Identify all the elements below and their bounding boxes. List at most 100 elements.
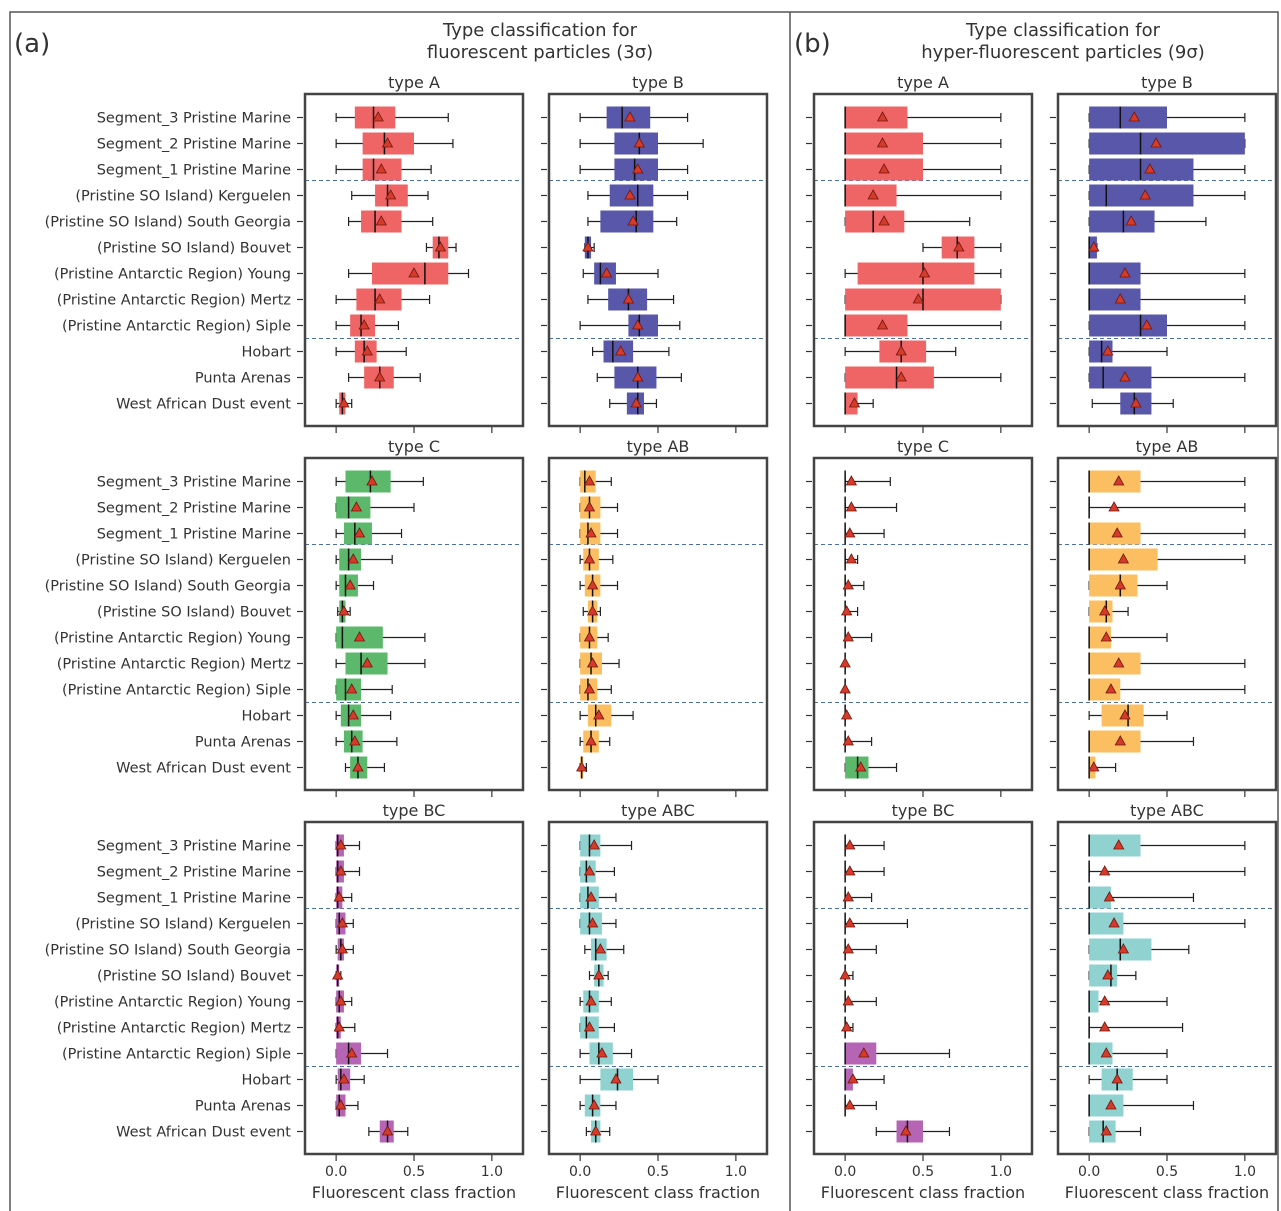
mean-marker-pristine-so-island-bouvet <box>593 969 605 980</box>
subplot-title: type A <box>897 73 949 92</box>
mean-marker-segment-2-pristine-marine <box>1108 501 1120 512</box>
mean-marker-punta-arenas <box>585 735 597 746</box>
row-label-hobart: Hobart <box>241 709 291 725</box>
mean-marker-pristine-antarctic-region-siple <box>346 1047 358 1058</box>
box-hobart <box>1089 340 1113 363</box>
mean-marker-west-african-dust-event <box>630 397 642 408</box>
mean-marker-segment-2-pristine-marine <box>381 137 394 148</box>
row-label-pristine-so-island-kerguelen: (Pristine SO Island) Kerguelen <box>75 189 291 205</box>
row-label-pristine-antarctic-region-young: (Pristine Antarctic Region) Young <box>54 995 291 1011</box>
subplot-b-type-abc: type ABC 0.0 0.5 1.0 Fluorescent class fract… <box>1050 801 1278 1202</box>
mean-marker-segment-1-pristine-marine <box>1144 163 1156 174</box>
box-segment-3-pristine-marine <box>580 834 601 857</box>
x-tick-label: 1.0 <box>1234 1164 1256 1180</box>
subplot-title: type C <box>897 437 949 456</box>
mean-marker-pristine-so-island-kerguelen <box>867 189 879 200</box>
mean-marker-punta-arenas <box>374 371 386 382</box>
mean-marker-west-african-dust-event <box>855 761 867 772</box>
mean-marker-pristine-so-island-kerguelen <box>583 553 596 564</box>
mean-marker-segment-1-pristine-marine <box>375 163 387 174</box>
x-tick-label: 0.5 <box>403 1164 425 1180</box>
row-label-segment-2-pristine-marine: Segment_2 Pristine Marine <box>97 137 291 153</box>
mean-marker-pristine-antarctic-region-mertz <box>622 293 635 304</box>
row-label-punta-arenas: Punta Arenas <box>195 371 291 387</box>
box-west-african-dust-event <box>896 1120 923 1143</box>
x-tick-label: 0.0 <box>325 1164 347 1180</box>
mean-marker-segment-2-pristine-marine <box>583 501 596 512</box>
mean-marker-pristine-antarctic-region-young <box>1100 631 1112 642</box>
mean-marker-punta-arenas <box>844 1099 856 1110</box>
panel-a-label: (a) <box>14 29 50 59</box>
mean-marker-pristine-antarctic-region-siple <box>1105 683 1117 694</box>
row-label-hobart: Hobart <box>241 345 291 361</box>
subplot-title: type A <box>388 73 440 92</box>
subplot-title: type B <box>1141 73 1193 92</box>
box-pristine-antarctic-region-young <box>371 262 449 285</box>
x-tick-label: 0.0 <box>1078 1164 1100 1180</box>
mean-marker-hobart <box>338 1073 350 1084</box>
mean-marker-west-african-dust-event <box>590 1125 602 1136</box>
figure-frame <box>9 11 1279 1211</box>
mean-marker-pristine-so-island-south-georgia <box>586 579 599 590</box>
mean-marker-hobart <box>614 345 627 356</box>
mean-marker-pristine-so-island-kerguelen <box>1108 917 1120 928</box>
mean-marker-pristine-antarctic-region-siple <box>876 319 889 330</box>
box-segment-3-pristine-marine <box>1089 470 1141 493</box>
subplot-frame <box>812 820 1034 1156</box>
row-label-pristine-so-island-bouvet: (Pristine SO Island) Bouvet <box>97 241 291 257</box>
mean-marker-pristine-antarctic-region-mertz <box>374 293 386 304</box>
subplot-a-type-bc: type BC 0.0 0.5 1.0 Fluorescent class fracti… <box>45 801 525 1202</box>
row-label-pristine-antarctic-region-young: (Pristine Antarctic Region) Young <box>54 631 291 647</box>
mean-marker-pristine-so-island-south-georgia <box>375 215 387 226</box>
mean-marker-pristine-antarctic-region-siple <box>839 683 851 694</box>
panel-b-title-line1: Type classification for <box>965 20 1161 41</box>
row-label-pristine-so-island-south-georgia: (Pristine SO Island) South Georgia <box>45 943 291 959</box>
mean-marker-pristine-antarctic-region-siple <box>1100 1047 1112 1058</box>
mean-marker-segment-3-pristine-marine <box>583 475 596 486</box>
subplot-frame <box>1056 92 1278 428</box>
box-pristine-antarctic-region-young <box>1089 262 1141 285</box>
box-pristine-antarctic-region-young <box>1089 626 1111 649</box>
mean-marker-pristine-antarctic-region-siple <box>632 319 644 330</box>
box-pristine-antarctic-region-young <box>857 262 975 285</box>
mean-marker-pristine-so-island-bouvet <box>332 969 344 980</box>
box-hobart <box>845 1068 853 1091</box>
row-label-segment-1-pristine-marine: Segment_1 Pristine Marine <box>97 527 291 543</box>
row-label-pristine-antarctic-region-siple: (Pristine Antarctic Region) Siple <box>62 319 291 335</box>
mean-marker-pristine-antarctic-region-mertz <box>583 1021 596 1032</box>
row-label-west-african-dust-event: West African Dust event <box>116 761 291 777</box>
box-west-african-dust-event <box>1089 1120 1116 1143</box>
box-punta-arenas <box>1089 366 1152 389</box>
mean-marker-pristine-so-island-south-georgia <box>842 943 854 954</box>
mean-marker-pristine-so-island-kerguelen <box>844 917 856 928</box>
box-pristine-so-island-south-georgia <box>1089 210 1155 233</box>
row-label-pristine-antarctic-region-siple: (Pristine Antarctic Region) Siple <box>62 1047 291 1063</box>
mean-marker-segment-3-pristine-marine <box>876 111 889 122</box>
mean-marker-pristine-so-island-bouvet <box>586 605 599 616</box>
box-pristine-antarctic-region-mertz <box>1089 652 1141 675</box>
mean-marker-pristine-so-island-south-georgia <box>1125 215 1137 226</box>
subplot-title: type AB <box>1136 437 1199 456</box>
mean-marker-hobart <box>593 709 605 720</box>
mean-marker-segment-3-pristine-marine <box>372 111 384 122</box>
x-tick-label: 0.5 <box>912 1164 934 1180</box>
subplot-frame <box>547 820 769 1156</box>
mean-marker-pristine-so-island-bouvet <box>1088 241 1100 252</box>
mean-marker-pristine-antarctic-region-young <box>585 995 597 1006</box>
mean-marker-segment-1-pristine-marine <box>878 163 890 174</box>
x-tick-label: 1.0 <box>990 1164 1012 1180</box>
x-axis-label: Fluorescent class fraction <box>1065 1183 1269 1202</box>
row-label-pristine-antarctic-region-mertz: (Pristine Antarctic Region) Mertz <box>57 1021 291 1037</box>
mean-marker-pristine-so-island-south-georgia <box>1114 579 1126 590</box>
row-label-pristine-so-island-kerguelen: (Pristine SO Island) Kerguelen <box>75 553 291 569</box>
mean-marker-pristine-so-island-kerguelen <box>845 553 858 564</box>
box-pristine-so-island-south-georgia <box>1089 574 1138 597</box>
mean-marker-hobart <box>361 345 373 356</box>
row-label-segment-1-pristine-marine: Segment_1 Pristine Marine <box>97 163 291 179</box>
plot-area: type A Segment_3 Pristine Marine Segment_2… <box>45 73 1278 1202</box>
mean-marker-punta-arenas <box>335 1099 347 1110</box>
mean-marker-west-african-dust-event <box>1100 1125 1112 1136</box>
mean-marker-segment-3-pristine-marine <box>1113 839 1125 850</box>
mean-marker-hobart <box>847 1073 859 1084</box>
